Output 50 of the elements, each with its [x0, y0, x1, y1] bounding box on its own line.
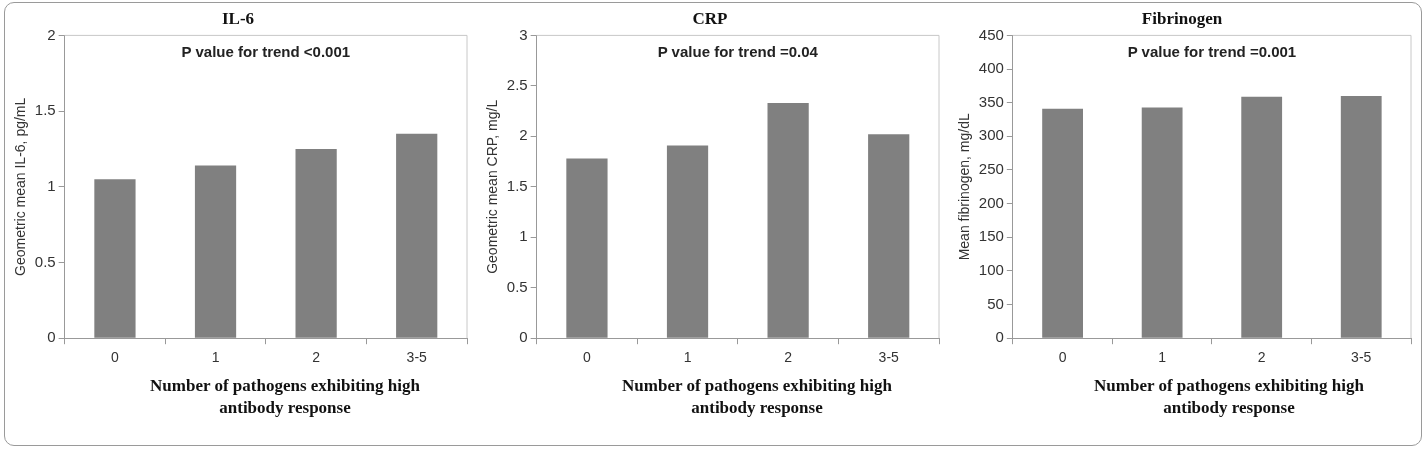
x-tick-label: 1	[683, 349, 692, 366]
x-tick-label: 1	[211, 349, 220, 366]
bar	[566, 158, 608, 338]
y-tick-label: 250	[978, 160, 1004, 178]
y-tick-label: 2	[47, 25, 56, 43]
bar	[868, 134, 910, 338]
x-axis-title: Number of pathogens exhibiting high antibody response	[1093, 375, 1365, 419]
x-tick-label: 3-5	[406, 349, 428, 366]
y-axis-title: Geometric mean IL-6, pg/mL	[12, 97, 29, 276]
bar	[666, 145, 709, 338]
x-tick-label: 1	[1158, 349, 1167, 366]
y-tick-label: 0	[519, 328, 528, 346]
y-tick-label: 400	[978, 59, 1004, 77]
y-tick-label: 0.5	[34, 252, 56, 270]
y-tick-label: 0	[47, 328, 56, 346]
y-tick-label: 2.5	[506, 76, 528, 94]
y-tick-label: 0.5	[506, 277, 528, 295]
y-tick-label: 1.5	[506, 176, 528, 194]
annotation: P value for trend =0.04	[657, 42, 819, 60]
y-tick-label: 2	[519, 126, 528, 144]
y-tick-label: 300	[978, 126, 1004, 144]
y-tick-label: 450	[978, 25, 1004, 43]
y-tick-label: 50	[987, 294, 1004, 312]
y-tick-label: 1.5	[34, 101, 56, 119]
y-tick-label: 3	[519, 25, 528, 43]
y-tick-label: 1	[47, 176, 56, 194]
x-axis-title: Number of pathogens exhibiting high antibody response	[149, 375, 421, 419]
y-tick-label: 200	[978, 193, 1004, 211]
x-tick-label: 2	[1257, 349, 1266, 366]
bar	[767, 103, 809, 338]
y-tick-label: 150	[978, 227, 1004, 245]
x-axis-title: Number of pathogens exhibiting high antibody response	[621, 375, 893, 419]
x-tick-label: 2	[784, 349, 793, 366]
chart-title: Fibrinogen	[1141, 8, 1223, 28]
x-tick-label: 0	[111, 349, 120, 366]
x-tick-label: 0	[583, 349, 592, 366]
y-tick-label: 100	[978, 261, 1004, 279]
y-tick-label: 0	[995, 328, 1004, 346]
chart-title: IL-6	[221, 8, 255, 28]
x-tick-label: 3-5	[878, 349, 900, 366]
annotation: P value for trend =0.001	[1127, 42, 1297, 60]
y-tick-label: 1	[519, 227, 528, 245]
annotation: P value for trend <0.001	[181, 42, 351, 60]
y-axis-title: Geometric mean CRP, mg/L	[484, 99, 501, 274]
x-tick-label: 3-5	[1351, 349, 1372, 366]
x-tick-label: 0	[1058, 349, 1067, 366]
chart-title: CRP	[692, 8, 728, 28]
y-axis-title: Mean fibrinogen, mg/dL	[956, 113, 973, 261]
x-tick-label: 2	[312, 349, 321, 366]
y-tick-label: 350	[978, 92, 1004, 110]
